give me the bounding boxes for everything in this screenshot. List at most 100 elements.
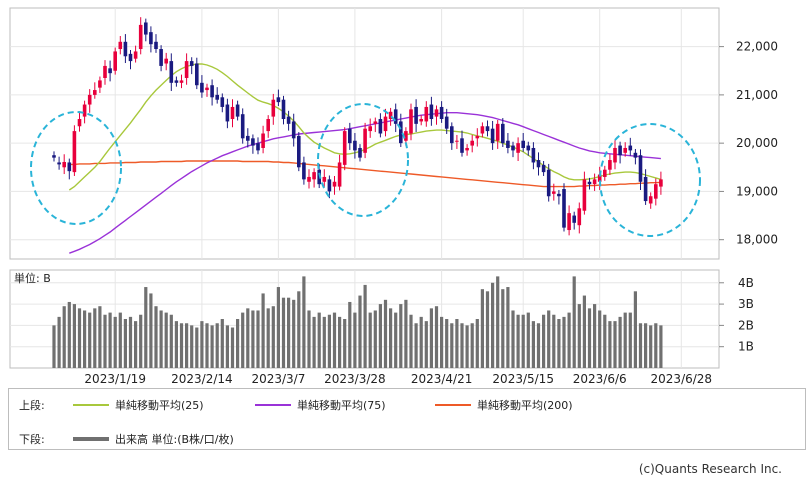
volume-bar — [190, 325, 194, 368]
volume-bar — [83, 310, 87, 368]
candle-body — [353, 140, 357, 151]
candle-body — [220, 97, 225, 107]
x-axis-label: 2023/5/15 — [492, 372, 554, 386]
x-axis-labels: 2023/1/19 2023/2/14 2023/3/7 2023/3/28 2023/… — [84, 372, 712, 386]
volume-bar — [118, 312, 122, 368]
volume-bar — [475, 319, 479, 368]
price-grid — [10, 8, 719, 259]
volume-bar — [128, 316, 133, 368]
volume-tick-label: 1B — [738, 340, 754, 354]
volume-bar — [587, 308, 592, 368]
legend: 上段: 単純移動平均(25) 単純移動平均(75) 単純移動平均(200) 下段… — [8, 388, 806, 450]
volume-bar — [302, 276, 306, 368]
volume-bar — [623, 312, 627, 368]
candle-body — [302, 162, 306, 180]
volume-bar — [593, 304, 597, 368]
legend-ma25: 単純移動平均(25) — [115, 399, 204, 412]
candle-body — [246, 135, 250, 141]
volume-unit-label: 単位: B — [14, 271, 51, 285]
volume-bar — [88, 312, 92, 368]
volume-bar — [241, 312, 245, 368]
volume-bar — [613, 321, 617, 368]
volume-bar — [195, 327, 199, 368]
candle-body — [526, 145, 531, 151]
volume-bar — [225, 325, 229, 368]
candle-body — [215, 94, 219, 100]
volume-axis-ticks: 1B 2B 3B 4B — [719, 276, 754, 354]
volume-bar — [404, 299, 408, 368]
volume-bar — [572, 276, 576, 368]
candle-body — [149, 32, 153, 45]
volume-bar — [72, 304, 76, 368]
volume-bar — [312, 316, 316, 368]
volume-bar — [174, 321, 178, 368]
volume-bar — [419, 316, 423, 368]
volume-bar — [547, 310, 551, 368]
candle-body — [337, 162, 342, 187]
highlight-circle — [317, 103, 409, 217]
candle-body — [133, 51, 138, 59]
highlight-circle — [30, 111, 122, 225]
candlesticks — [52, 17, 663, 236]
candle-body — [123, 41, 128, 57]
volume-bar — [256, 310, 260, 368]
volume-bar — [552, 314, 556, 368]
legend-volume-swatch — [73, 437, 109, 441]
price-tick-label: 21,000 — [736, 88, 778, 102]
candle-body — [82, 104, 87, 117]
price-tick-label: 18,000 — [736, 233, 778, 247]
candle-body — [511, 145, 515, 151]
candle-body — [138, 24, 143, 50]
legend-ma200-swatch — [435, 404, 471, 406]
candle-body — [572, 215, 576, 223]
highlight-circles — [30, 103, 701, 237]
candle-body — [628, 145, 633, 151]
volume-bar — [598, 310, 602, 368]
candle-body — [98, 80, 102, 88]
volume-bar — [409, 314, 413, 368]
volume-bar — [292, 299, 296, 368]
volume-bar — [368, 312, 372, 368]
credit: (c)Quants Research Inc. — [638, 462, 782, 476]
candle-body — [62, 161, 66, 168]
volume-bars — [52, 276, 663, 368]
volume-bar — [480, 289, 484, 368]
volume-bar — [363, 284, 367, 368]
volume-bar — [521, 314, 525, 368]
candle-body — [225, 104, 230, 122]
candle-body — [358, 147, 362, 158]
candle-body — [465, 147, 469, 151]
volume-tick-label: 3B — [738, 297, 754, 311]
candle-body — [633, 152, 638, 158]
volume-bar — [516, 314, 520, 368]
candle-body — [444, 116, 449, 129]
candle-body — [455, 140, 459, 142]
x-axis-label: 2023/2/14 — [171, 372, 233, 386]
volume-bar — [485, 291, 490, 368]
volume-bar — [373, 310, 377, 368]
volume-bar — [230, 327, 235, 368]
volume-bar — [501, 289, 505, 368]
x-axis-label: 2023/3/7 — [251, 372, 305, 386]
volume-bar — [271, 306, 275, 368]
volume-tick-label: 4B — [738, 276, 754, 290]
candle-body — [271, 99, 276, 117]
volume-bar — [389, 308, 393, 368]
legend-upper-label: 上段: — [19, 399, 45, 412]
volume-bar — [429, 308, 433, 368]
volume-bar — [526, 312, 530, 368]
volume-bar — [654, 323, 658, 368]
volume-bar — [307, 310, 311, 368]
candle-body — [87, 94, 92, 105]
volume-bar — [470, 323, 474, 368]
volume-bar — [57, 316, 61, 368]
candle-body — [475, 135, 480, 139]
candle-body — [291, 121, 296, 139]
volume-bar — [154, 306, 158, 368]
candle-body — [240, 114, 245, 139]
candle-body — [348, 128, 352, 144]
volume-bar — [251, 310, 255, 368]
volume-bar — [77, 308, 82, 368]
candle-body — [67, 162, 72, 172]
candle-body — [623, 147, 627, 153]
